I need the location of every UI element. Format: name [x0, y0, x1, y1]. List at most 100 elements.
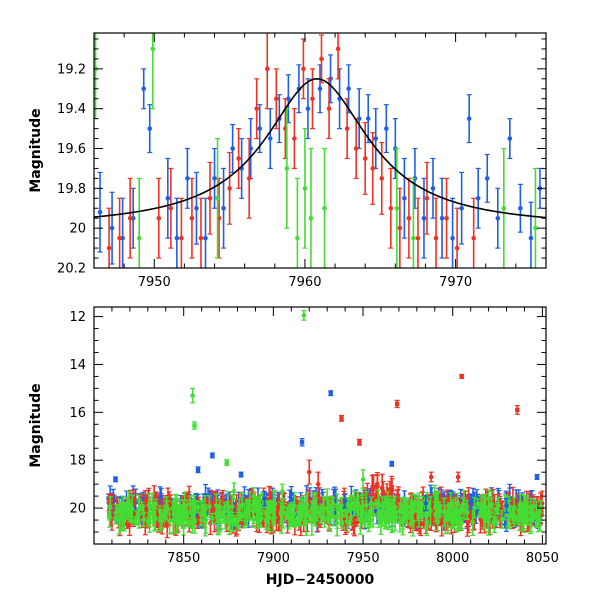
x-tick-label: 7950 — [138, 275, 171, 290]
data-point-marker — [444, 215, 449, 221]
data-point — [291, 108, 297, 170]
data-point — [424, 161, 430, 235]
data-point — [397, 187, 403, 268]
data-point-marker — [319, 56, 324, 62]
data-point-marker — [346, 86, 351, 92]
data-point-marker — [402, 195, 407, 201]
data-point-marker — [317, 86, 323, 92]
data-point — [127, 177, 133, 259]
data-point — [406, 177, 412, 259]
data-point-marker — [379, 176, 385, 181]
data-point — [236, 127, 242, 189]
data-point — [450, 197, 456, 268]
data-point — [433, 197, 439, 268]
data-point-marker — [373, 136, 379, 141]
data-point — [501, 147, 507, 268]
data-point — [373, 108, 379, 170]
data-point — [383, 104, 389, 154]
data-point — [215, 137, 221, 259]
data-point-marker — [227, 186, 232, 191]
data-point-marker — [528, 235, 534, 241]
data-point — [109, 191, 115, 265]
data-point-marker — [316, 496, 322, 502]
data-point-marker — [308, 215, 314, 221]
data-point-marker — [293, 505, 299, 511]
data-point — [439, 177, 445, 259]
data-point — [300, 38, 306, 100]
zoomed-y-axis-label: Magnitude — [28, 108, 44, 192]
data-point — [309, 68, 315, 130]
data-point — [212, 147, 218, 209]
data-point — [353, 118, 359, 179]
y-tick-label: 19.4 — [57, 102, 86, 117]
data-point-marker — [362, 156, 368, 161]
data-point — [454, 207, 460, 268]
data-point — [322, 147, 328, 268]
data-point-marker — [284, 166, 290, 171]
data-point-marker — [189, 215, 195, 221]
data-point-marker — [375, 484, 380, 489]
data-point-marker — [215, 195, 220, 201]
data-point — [528, 201, 534, 268]
data-point-marker — [397, 225, 403, 231]
data-point-marker — [478, 517, 483, 522]
data-point — [475, 167, 481, 229]
data-point-marker — [370, 166, 376, 171]
x-tick-label: 7960 — [288, 275, 321, 290]
data-point-marker — [301, 66, 306, 72]
data-point — [415, 197, 421, 268]
data-point — [410, 177, 416, 268]
data-point-marker — [127, 215, 133, 221]
full-data-points — [106, 309, 545, 539]
data-point — [430, 157, 436, 219]
data-point — [184, 147, 190, 209]
data-point-marker — [394, 205, 400, 211]
data-point — [193, 171, 199, 245]
data-point-marker — [165, 195, 171, 201]
data-point — [136, 177, 142, 268]
data-point — [227, 151, 233, 225]
data-point-marker — [454, 245, 460, 251]
data-point-marker — [459, 205, 464, 211]
data-point — [202, 197, 208, 268]
data-point — [499, 509, 505, 529]
data-point-marker — [507, 136, 513, 141]
data-point-marker — [471, 235, 476, 241]
data-point — [273, 68, 279, 130]
data-point-marker — [198, 235, 204, 241]
data-point-marker — [302, 186, 308, 191]
data-point — [294, 177, 300, 268]
y-tick-label: 20.2 — [57, 262, 86, 277]
data-point-marker — [322, 205, 327, 211]
data-point — [495, 187, 501, 249]
data-point-marker — [274, 514, 280, 519]
data-point-marker — [406, 215, 412, 221]
data-point-marker — [495, 215, 501, 221]
data-point — [239, 137, 245, 199]
data-point — [141, 68, 147, 110]
data-point-marker — [194, 205, 199, 211]
data-point-marker — [174, 235, 180, 241]
data-point-marker — [369, 486, 375, 492]
data-point — [106, 207, 112, 268]
data-point-marker — [353, 146, 359, 151]
data-point-marker — [185, 496, 190, 502]
data-point — [471, 197, 477, 268]
data-point — [484, 153, 490, 203]
data-point — [156, 177, 162, 259]
data-point — [394, 147, 400, 268]
data-point-marker — [236, 156, 241, 161]
data-point-marker — [156, 215, 162, 221]
data-point-marker — [430, 186, 436, 191]
zoomed-plot-frame — [93, 32, 547, 269]
data-point-marker — [141, 86, 147, 92]
data-point-marker — [257, 126, 263, 131]
data-point-marker — [292, 136, 297, 141]
data-point — [189, 177, 195, 259]
data-point — [257, 104, 263, 154]
data-point — [150, 33, 156, 110]
data-point — [264, 33, 270, 110]
data-point-marker — [117, 235, 122, 241]
data-point-marker — [254, 106, 260, 111]
